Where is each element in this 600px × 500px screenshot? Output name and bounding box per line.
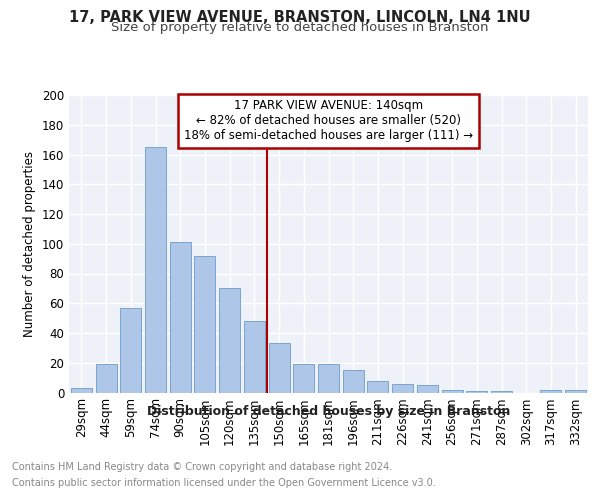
Text: Size of property relative to detached houses in Branston: Size of property relative to detached ho… — [111, 21, 489, 34]
Text: Distribution of detached houses by size in Branston: Distribution of detached houses by size … — [147, 405, 511, 418]
Bar — [367, 380, 388, 392]
Bar — [219, 288, 240, 393]
Bar — [194, 256, 215, 392]
Bar — [565, 390, 586, 392]
Bar — [541, 390, 562, 392]
Bar — [392, 384, 413, 392]
Text: Contains public sector information licensed under the Open Government Licence v3: Contains public sector information licen… — [12, 478, 436, 488]
Bar — [466, 391, 487, 392]
Bar — [95, 364, 116, 392]
Bar — [244, 321, 265, 392]
Y-axis label: Number of detached properties: Number of detached properties — [23, 151, 36, 337]
Bar — [417, 385, 438, 392]
Text: 17, PARK VIEW AVENUE, BRANSTON, LINCOLN, LN4 1NU: 17, PARK VIEW AVENUE, BRANSTON, LINCOLN,… — [69, 10, 531, 25]
Bar — [343, 370, 364, 392]
Bar — [269, 344, 290, 392]
Bar — [170, 242, 191, 392]
Bar — [145, 147, 166, 392]
Bar — [293, 364, 314, 392]
Bar — [71, 388, 92, 392]
Bar — [318, 364, 339, 392]
Text: Contains HM Land Registry data © Crown copyright and database right 2024.: Contains HM Land Registry data © Crown c… — [12, 462, 392, 472]
Bar — [442, 390, 463, 392]
Bar — [491, 391, 512, 392]
Text: 17 PARK VIEW AVENUE: 140sqm
← 82% of detached houses are smaller (520)
18% of se: 17 PARK VIEW AVENUE: 140sqm ← 82% of det… — [184, 100, 473, 142]
Bar — [120, 308, 141, 392]
